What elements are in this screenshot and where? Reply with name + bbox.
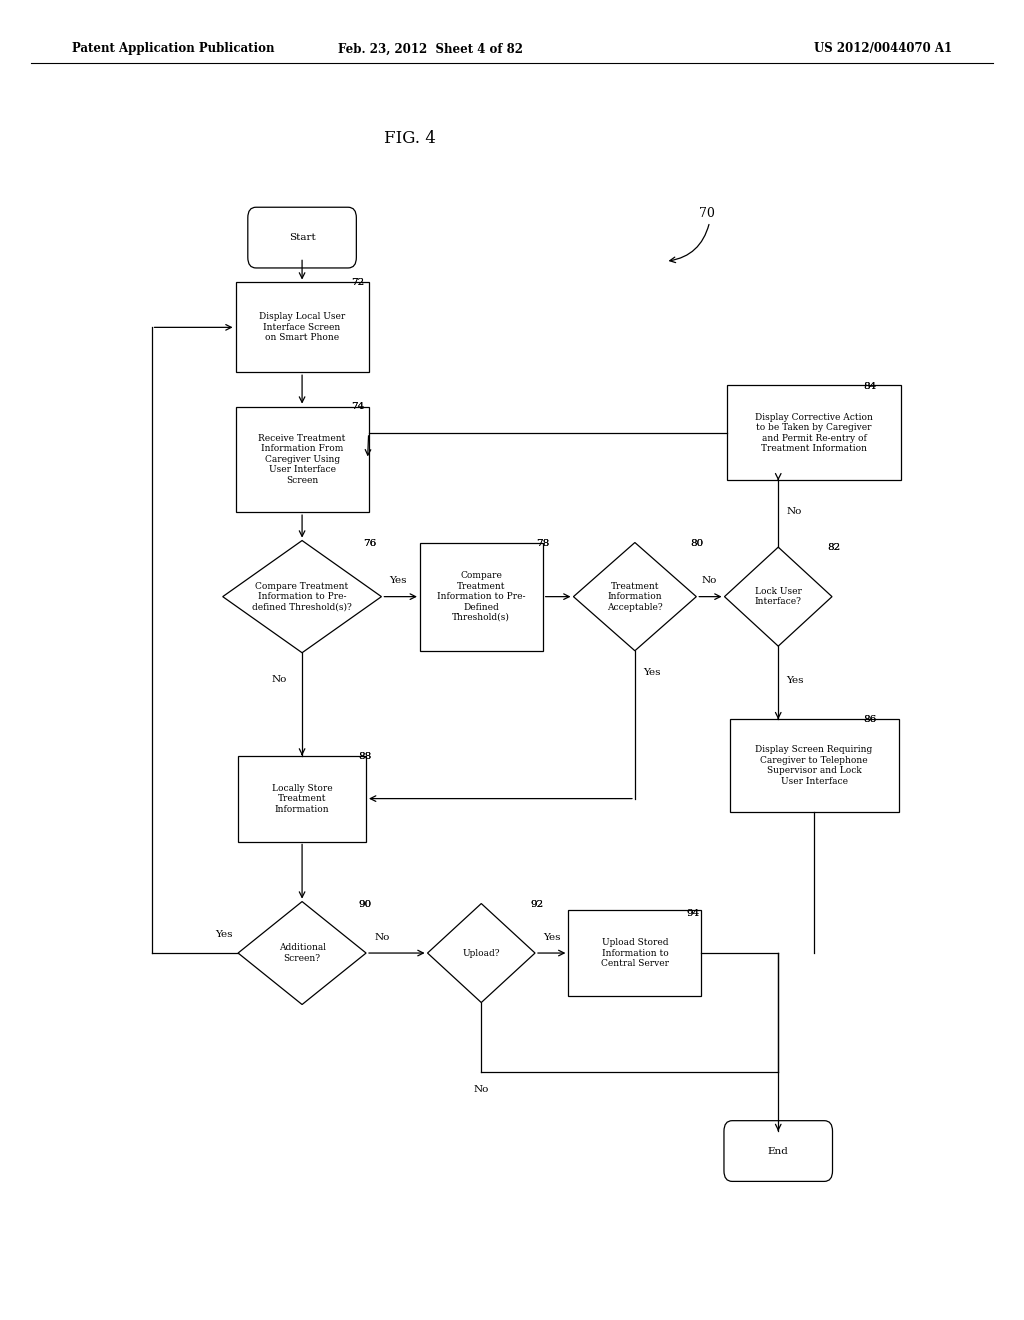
Text: 92: 92 bbox=[530, 900, 544, 908]
Text: 86: 86 bbox=[863, 715, 877, 723]
Text: Yes: Yes bbox=[786, 676, 804, 685]
Text: 78: 78 bbox=[537, 540, 550, 548]
Text: 94: 94 bbox=[686, 909, 699, 917]
Text: Start: Start bbox=[289, 234, 315, 242]
Bar bbox=[568, 911, 701, 995]
Text: 70: 70 bbox=[698, 207, 715, 220]
Text: 74: 74 bbox=[351, 403, 365, 411]
Text: Yes: Yes bbox=[643, 668, 660, 677]
Text: Receive Treatment
Information From
Caregiver Using
User Interface
Screen: Receive Treatment Information From Careg… bbox=[258, 434, 346, 484]
Polygon shape bbox=[238, 902, 367, 1005]
Text: Display Corrective Action
to be Taken by Caregiver
and Permit Re-entry of
Treatm: Display Corrective Action to be Taken by… bbox=[755, 413, 873, 453]
Bar bbox=[420, 543, 543, 651]
FancyBboxPatch shape bbox=[724, 1121, 833, 1181]
Bar bbox=[727, 385, 901, 480]
Text: Upload Stored
Information to
Central Server: Upload Stored Information to Central Ser… bbox=[601, 939, 669, 968]
Bar bbox=[236, 407, 369, 512]
Text: Display Local User
Interface Screen
on Smart Phone: Display Local User Interface Screen on S… bbox=[259, 313, 345, 342]
Bar bbox=[238, 755, 367, 842]
Polygon shape bbox=[725, 546, 831, 645]
Text: Additional
Screen?: Additional Screen? bbox=[279, 944, 326, 962]
Text: 76: 76 bbox=[364, 540, 377, 548]
Polygon shape bbox=[428, 903, 535, 1003]
Text: 80: 80 bbox=[690, 540, 703, 548]
Text: Yes: Yes bbox=[215, 931, 232, 940]
Text: 80: 80 bbox=[690, 540, 703, 548]
Text: Feb. 23, 2012  Sheet 4 of 82: Feb. 23, 2012 Sheet 4 of 82 bbox=[338, 42, 522, 55]
Text: No: No bbox=[375, 933, 390, 942]
Text: Yes: Yes bbox=[389, 577, 408, 586]
Text: Yes: Yes bbox=[543, 933, 561, 942]
Text: 78: 78 bbox=[537, 540, 550, 548]
Text: Locally Store
Treatment
Information: Locally Store Treatment Information bbox=[271, 784, 333, 813]
Text: End: End bbox=[768, 1147, 788, 1155]
Text: 72: 72 bbox=[351, 279, 365, 286]
Text: No: No bbox=[786, 507, 802, 516]
Text: 72: 72 bbox=[351, 279, 365, 286]
Text: 92: 92 bbox=[530, 900, 544, 908]
Text: Lock User
Interface?: Lock User Interface? bbox=[755, 587, 802, 606]
Text: 94: 94 bbox=[686, 909, 699, 917]
Bar bbox=[729, 719, 899, 812]
Text: Compare
Treatment
Information to Pre-
Defined
Threshold(s): Compare Treatment Information to Pre- De… bbox=[437, 572, 525, 622]
Text: 82: 82 bbox=[827, 544, 841, 552]
Text: Display Screen Requiring
Caregiver to Telephone
Supervisor and Lock
User Interfa: Display Screen Requiring Caregiver to Te… bbox=[756, 746, 872, 785]
Polygon shape bbox=[222, 541, 381, 652]
Text: Upload?: Upload? bbox=[463, 949, 500, 957]
Text: US 2012/0044070 A1: US 2012/0044070 A1 bbox=[814, 42, 952, 55]
Bar bbox=[236, 282, 369, 372]
Text: Compare Treatment
Information to Pre-
defined Threshold(s)?: Compare Treatment Information to Pre- de… bbox=[252, 582, 352, 611]
Text: 88: 88 bbox=[358, 752, 372, 760]
Text: 74: 74 bbox=[351, 403, 365, 411]
Text: No: No bbox=[701, 577, 717, 586]
Text: 86: 86 bbox=[863, 715, 877, 723]
Text: 88: 88 bbox=[358, 752, 372, 760]
Polygon shape bbox=[573, 543, 696, 651]
Text: Treatment
Information
Acceptable?: Treatment Information Acceptable? bbox=[607, 582, 663, 611]
Text: 90: 90 bbox=[358, 900, 372, 908]
Text: No: No bbox=[473, 1085, 489, 1094]
Text: FIG. 4: FIG. 4 bbox=[384, 131, 435, 147]
Text: No: No bbox=[271, 675, 288, 684]
Text: 90: 90 bbox=[358, 900, 372, 908]
Text: 84: 84 bbox=[863, 383, 877, 391]
Text: 82: 82 bbox=[827, 544, 841, 552]
Text: Patent Application Publication: Patent Application Publication bbox=[72, 42, 274, 55]
FancyBboxPatch shape bbox=[248, 207, 356, 268]
Text: 76: 76 bbox=[364, 540, 377, 548]
Text: 84: 84 bbox=[863, 383, 877, 391]
